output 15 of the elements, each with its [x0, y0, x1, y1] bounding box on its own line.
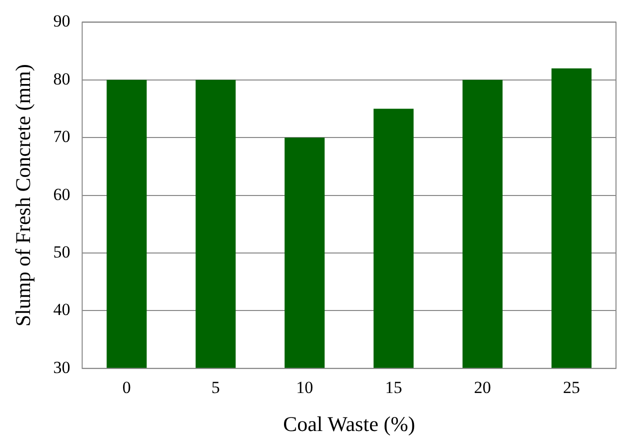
- y-tick-label: 80: [53, 69, 70, 88]
- y-axis-title: Slump of Fresh Concrete (mm): [11, 64, 36, 327]
- y-tick-label: 70: [53, 127, 70, 146]
- y-tick-label: 40: [53, 300, 70, 320]
- y-tick-label: 60: [53, 184, 70, 204]
- x-tick-label: 25: [563, 378, 580, 398]
- x-tick-label: 5: [211, 378, 220, 398]
- x-tick-label: 0: [122, 378, 131, 398]
- x-axis-title: Coal Waste (%): [283, 412, 416, 436]
- y-tick-label: 90: [53, 12, 70, 31]
- y-tick-label: 50: [53, 242, 70, 262]
- x-tick-label: 15: [385, 378, 402, 398]
- y-tick-label: 30: [53, 358, 70, 377]
- x-tick-label: 10: [296, 378, 314, 398]
- x-tick-label: 20: [474, 378, 492, 398]
